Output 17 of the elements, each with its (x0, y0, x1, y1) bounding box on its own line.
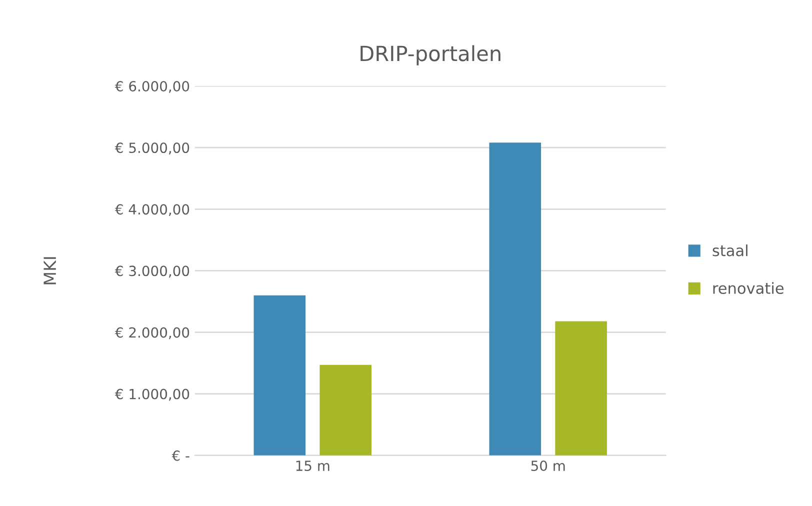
x-tick-label: 15 m (296, 460, 330, 472)
legend-label: renovatie (713, 282, 784, 294)
bar (555, 321, 607, 456)
y-tick-label: € 6.000,00 (114, 80, 190, 93)
legend-label: staal (712, 244, 748, 256)
y-tick-label: € 2.000,00 (114, 327, 190, 340)
y-tick-label: € 3.000,00 (114, 266, 190, 278)
y-tick-label: € - (172, 450, 190, 461)
y-tick-label: € 4.000,00 (114, 204, 190, 216)
y-tick-label: € 5.000,00 (114, 142, 190, 154)
x-tick-label: 50 m (531, 460, 565, 472)
y-axis-title: MKI (44, 257, 56, 284)
bar (320, 364, 372, 456)
chart-title: DRIP-portalen (360, 45, 500, 66)
bar (489, 142, 542, 456)
bar (254, 295, 306, 456)
y-tick-label: € 1.000,00 (114, 388, 190, 401)
